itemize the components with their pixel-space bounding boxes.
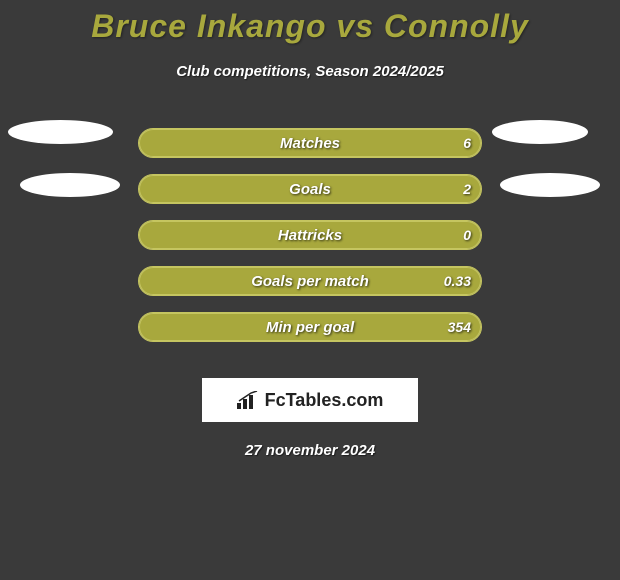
logo: FcTables.com — [237, 390, 384, 411]
bar-track: Hattricks 0 — [138, 220, 482, 250]
logo-text: FcTables.com — [265, 390, 384, 411]
stat-value-right: 354 — [448, 319, 471, 335]
page-title: Bruce Inkango vs Connolly — [0, 8, 620, 45]
stat-value-right: 0 — [463, 227, 471, 243]
stat-row: Goals 2 — [0, 166, 620, 212]
bar-track: Goals 2 — [138, 174, 482, 204]
stats-area: Matches 6 Goals 2 Hattricks 0 Goals per … — [0, 120, 620, 350]
stat-label: Min per goal — [266, 319, 354, 336]
date-text: 27 november 2024 — [0, 442, 620, 459]
stat-label: Hattricks — [278, 227, 342, 244]
stat-value-right: 0.33 — [444, 273, 471, 289]
chart-icon — [237, 391, 259, 409]
stat-label: Goals per match — [251, 273, 369, 290]
stat-label: Matches — [280, 135, 340, 152]
subtitle: Club competitions, Season 2024/2025 — [0, 63, 620, 80]
logo-box: FcTables.com — [202, 378, 418, 422]
bar-track: Matches 6 — [138, 128, 482, 158]
bar-track: Min per goal 354 — [138, 312, 482, 342]
stat-label: Goals — [289, 181, 331, 198]
bar-track: Goals per match 0.33 — [138, 266, 482, 296]
stat-value-right: 2 — [463, 181, 471, 197]
main-container: Bruce Inkango vs Connolly Club competiti… — [0, 0, 620, 459]
stat-value-right: 6 — [463, 135, 471, 151]
stat-row: Goals per match 0.33 — [0, 258, 620, 304]
stat-row: Hattricks 0 — [0, 212, 620, 258]
stat-row: Min per goal 354 — [0, 304, 620, 350]
stat-row: Matches 6 — [0, 120, 620, 166]
